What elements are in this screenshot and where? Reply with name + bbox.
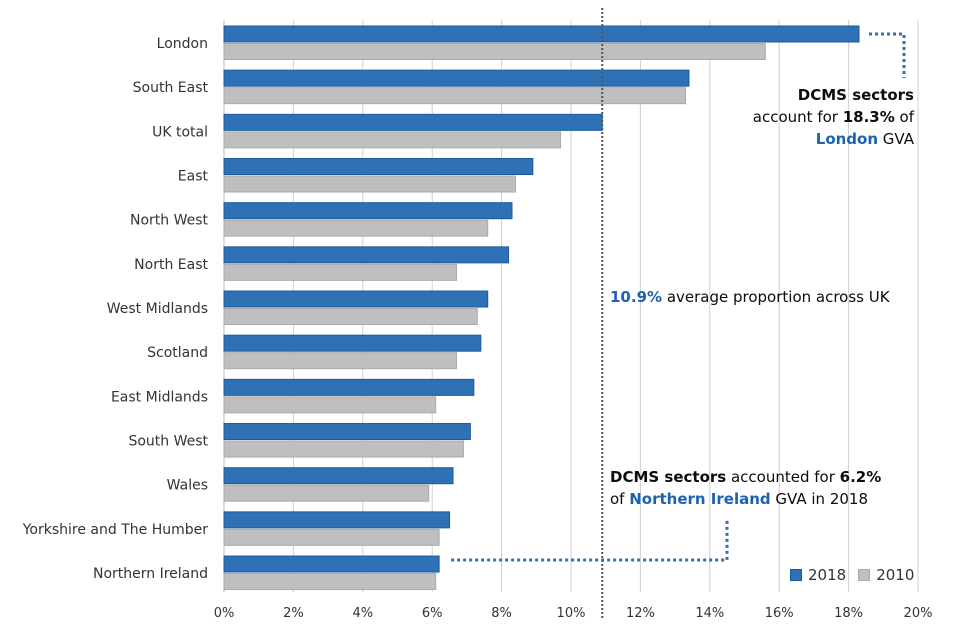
x-tick-label: 0% — [214, 606, 235, 621]
bar-2018 — [223, 69, 690, 87]
x-tick-label: 2% — [283, 606, 304, 621]
bar-2010 — [223, 352, 457, 370]
ann-text: Northern Ireland — [629, 490, 771, 508]
category-label: Northern Ireland — [93, 566, 208, 582]
x-tick-label: 12% — [626, 606, 655, 621]
category-label: South West — [128, 434, 208, 450]
bar-2018 — [223, 158, 534, 176]
bar-2010 — [223, 43, 766, 60]
category-label: North West — [130, 213, 209, 229]
category-label: West Midlands — [107, 301, 208, 317]
bar-2018 — [223, 334, 482, 352]
legend-label-2010: 2010 — [876, 566, 915, 584]
ann-text: 10.9% — [610, 288, 663, 306]
x-tick-label: 8% — [491, 606, 512, 621]
bar-2010 — [223, 308, 478, 326]
category-label: Yorkshire and The Humber — [22, 522, 209, 538]
x-tick-label: 16% — [765, 606, 794, 621]
bar-2018 — [223, 246, 510, 264]
category-label: North East — [134, 257, 208, 273]
legend-label-2018: 2018 — [808, 566, 847, 584]
bar-2018 — [223, 113, 603, 131]
bar-2010 — [223, 87, 687, 105]
category-label: UK total — [152, 124, 208, 140]
bar-2018 — [223, 423, 471, 441]
bar-2010 — [223, 484, 430, 502]
category-label: Scotland — [147, 345, 208, 361]
average-annotation: 10.9% average proportion across UK — [610, 286, 890, 308]
bar-2010 — [223, 573, 437, 591]
ann-text: DCMS sectors — [610, 468, 727, 486]
ann-text: of — [610, 490, 630, 508]
x-tick-label: 18% — [834, 606, 863, 621]
bar-2018 — [223, 555, 440, 573]
bar-2010 — [223, 219, 489, 237]
ni-annotation: DCMS sectors accounted for 6.2% of North… — [610, 466, 881, 510]
ann-text: 18.3% — [842, 108, 895, 126]
ann-text: London — [815, 130, 879, 148]
ann-text: account for — [752, 108, 843, 126]
ann-text: accounted for — [726, 468, 840, 486]
ann-text: GVA — [878, 130, 914, 148]
x-tick-label: 14% — [695, 606, 724, 621]
ni-callout-line — [451, 518, 729, 562]
x-tick-label: 20% — [904, 606, 933, 621]
ann-text: average proportion across UK — [662, 288, 890, 306]
category-label: East — [178, 169, 209, 185]
category-label: Wales — [167, 478, 208, 494]
bar-2018 — [223, 290, 489, 308]
bar-2010 — [223, 131, 562, 149]
bar-2018 — [223, 25, 860, 43]
legend-swatch-2018 — [790, 569, 802, 581]
ann-text: of — [894, 108, 914, 126]
bar-2010 — [223, 528, 440, 546]
x-tick-label: 10% — [557, 606, 586, 621]
bar-2010 — [223, 263, 457, 281]
bar-2010 — [223, 175, 516, 193]
bar-2018 — [223, 378, 475, 396]
bar-2018 — [223, 467, 454, 485]
london-annotation: DCMS sectors account for 18.3% of London… — [753, 84, 914, 150]
london-callout-line — [869, 32, 906, 78]
legend: 2018 2010 — [790, 566, 914, 584]
ann-text: GVA in 2018 — [770, 490, 868, 508]
legend-swatch-2010 — [858, 569, 871, 581]
category-label: London — [157, 36, 208, 52]
ann-text: 6.2% — [839, 468, 882, 486]
bar-2018 — [223, 511, 451, 529]
bar-2018 — [223, 202, 513, 220]
category-label: East Midlands — [111, 389, 208, 405]
x-tick-label: 4% — [352, 606, 373, 621]
category-label: South East — [133, 80, 209, 96]
bar-2010 — [223, 440, 464, 458]
ann-text: DCMS sectors — [797, 86, 914, 104]
x-tick-label: 6% — [422, 606, 443, 621]
bar-2010 — [223, 396, 437, 414]
